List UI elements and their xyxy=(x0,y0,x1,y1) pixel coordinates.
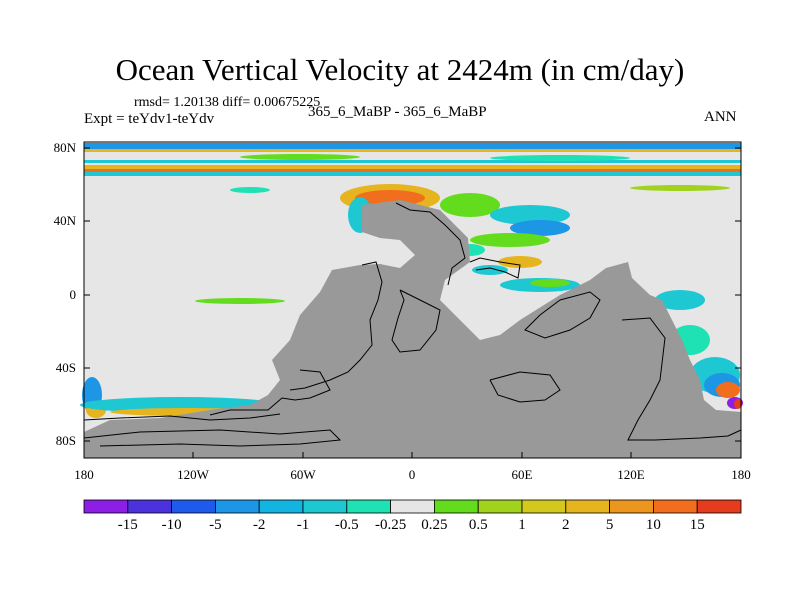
colorbar-swatch xyxy=(696,499,742,514)
axis-ticks xyxy=(83,147,742,458)
cases-label: 365_6_MaBP - 365_6_MaBP xyxy=(308,104,487,120)
colorbar-label: -10 xyxy=(161,517,182,533)
lon-label-120e: 120E xyxy=(617,467,645,482)
colorbar-label: 1 xyxy=(518,517,526,533)
experiment-label: Expt = teYdv1-teYdv xyxy=(84,111,215,127)
colorbar-label: -0.5 xyxy=(334,517,359,533)
colorbar-swatch xyxy=(302,499,348,514)
colorbar-label: 15 xyxy=(689,517,705,533)
colorbar-swatch xyxy=(83,499,129,514)
colorbar-label: -2 xyxy=(252,517,266,533)
lat-label-0: 0 xyxy=(69,287,77,302)
colorbar xyxy=(83,499,742,514)
colorbar-label: -1 xyxy=(296,517,310,533)
colorbar-swatch xyxy=(653,499,698,514)
colorbar-swatch xyxy=(258,499,304,514)
colorbar-label: -5 xyxy=(209,517,222,533)
plot-title: Ocean Vertical Velocity at 2424m (in cm/… xyxy=(115,52,685,87)
colorbar-swatch xyxy=(127,499,173,514)
lon-label-60e: 60E xyxy=(511,467,533,482)
lat-label-40n: 40N xyxy=(53,213,76,228)
colorbar-swatch xyxy=(390,499,435,514)
coastlines xyxy=(83,202,742,447)
lon-label-0: 0 xyxy=(408,467,416,482)
lat-label-40s: 40S xyxy=(55,360,76,375)
land-masks xyxy=(84,200,741,458)
colorbar-label: -0.25 xyxy=(374,517,407,533)
colorbar-swatch xyxy=(477,499,523,514)
lon-label-180e: 180 xyxy=(731,467,751,482)
colorbar-swatch xyxy=(171,499,216,514)
colorbar-label: 5 xyxy=(605,517,614,533)
colorbar-swatch xyxy=(521,499,567,514)
lat-label-80s: 80S xyxy=(55,433,76,448)
colorbar-label: 10 xyxy=(645,517,661,533)
lon-label-120w: 120W xyxy=(177,467,209,482)
colorbar-label: 0.5 xyxy=(468,517,488,533)
colorbar-swatch xyxy=(346,499,391,514)
colorbar-swatch xyxy=(433,499,479,514)
lat-label-80n: 80N xyxy=(53,140,76,155)
colorbar-label: 2 xyxy=(562,517,570,533)
colorbar-label: 0.25 xyxy=(421,517,448,533)
season-label: ANN xyxy=(704,109,737,125)
stats-label: rmsd= 1.20138 diff= 0.00675225 xyxy=(134,95,321,110)
colorbar-swatch xyxy=(609,499,654,514)
colorbar-swatch xyxy=(214,499,260,514)
colorbar-swatch xyxy=(565,499,610,514)
lon-label-60w: 60W xyxy=(290,467,316,482)
colorbar-label: -15 xyxy=(117,517,138,533)
lon-label-180w: 180 xyxy=(74,467,94,482)
